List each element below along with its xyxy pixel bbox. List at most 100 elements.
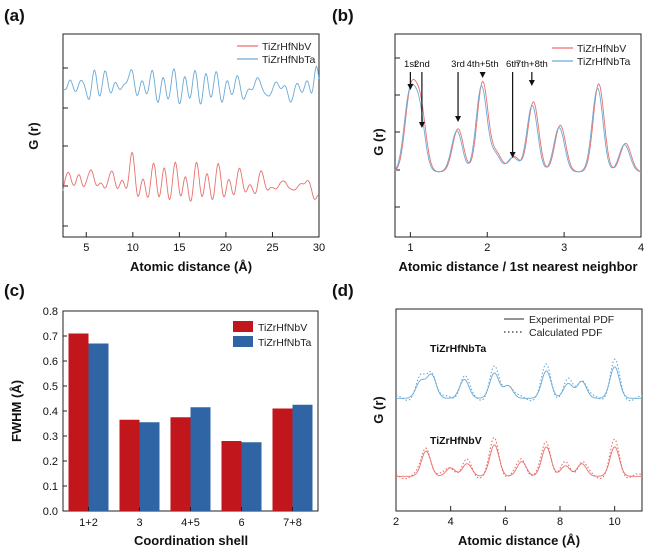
- panel-label-b: (b): [332, 6, 354, 25]
- y-tick-label: 0.1: [43, 481, 58, 493]
- panel-b-legend: TiZrHfNbV TiZrHfNbTa: [552, 43, 630, 68]
- panel-label-d: (d): [332, 281, 354, 300]
- series-line-TiZrHfNbTa: [62, 65, 320, 105]
- annotation-label: 1st: [404, 59, 417, 70]
- x-tick-label: 10: [609, 516, 621, 528]
- legend-a-2: TiZrHfNbTa: [262, 54, 315, 66]
- bar-TiZrHfNbTa-6: [241, 442, 262, 511]
- x-tick-label: 4: [638, 242, 644, 254]
- panel-b-x-ticks: 1 2 3 4: [407, 232, 644, 254]
- y-tick-label: 0.6: [43, 356, 58, 368]
- panel-d-ylabel: G (r): [371, 396, 386, 423]
- annotation-label: 6th: [506, 59, 519, 70]
- panel-d: 2 4 6 8 10 Experimental PDF Calculated PDF T…: [371, 308, 643, 548]
- panel-label-a: (a): [4, 6, 25, 25]
- annotation-label: 3rd: [451, 59, 465, 70]
- panel-b-xlabel: Atomic distance / 1st nearest neighbor: [398, 259, 637, 274]
- legend-b-2: TiZrHfNbTa: [577, 56, 630, 68]
- y-tick-label: 0.8: [43, 306, 58, 318]
- x-tick-label: 1: [407, 242, 413, 254]
- legend-swatch-bar-red: [233, 321, 253, 332]
- panel-b-y-ticks: [395, 57, 400, 208]
- panel-a-y-ticks: [63, 67, 68, 227]
- bar-TiZrHfNbTa-3: [139, 422, 160, 511]
- x-tick-label: 15: [173, 242, 185, 254]
- panel-c-bars: [68, 333, 313, 511]
- legend-c-2: TiZrHfNbTa: [258, 337, 311, 349]
- panel-b-ylabel: G (r): [371, 128, 386, 155]
- annotation-label: 7th+8th: [516, 59, 548, 70]
- series-line-TiZrHfNbV: [62, 151, 319, 202]
- y-tick-label: 0.3: [43, 431, 58, 443]
- bar-TiZrHfNbV-4+5: [170, 417, 191, 511]
- annotation-arrowhead: [407, 84, 414, 90]
- x-tick-label: 4+5: [181, 517, 200, 529]
- panel-d-series: [395, 358, 643, 480]
- legend-b-1: TiZrHfNbV: [577, 43, 626, 55]
- x-tick-label: 3: [136, 517, 142, 529]
- x-tick-label: 7+8: [283, 517, 302, 529]
- x-tick-label: 3: [561, 242, 567, 254]
- panel-a-legend: TiZrHfNbV TiZrHfNbTa: [237, 41, 315, 66]
- panel-a-ylabel: G (r): [26, 122, 41, 149]
- panel-c-y-ticks: 0.0 0.1 0.2 0.3 0.4 0.5 0.6 0.7 0.8: [43, 306, 67, 518]
- x-tick-label: 1+2: [79, 517, 98, 529]
- sample-label-v: TiZrHfNbV: [430, 435, 482, 447]
- bar-TiZrHfNbTa-7+8: [292, 404, 313, 511]
- annotation-arrowhead: [479, 72, 486, 78]
- y-tick-label: 0.0: [43, 506, 58, 518]
- panel-a-xlabel: Atomic distance (Å): [130, 259, 252, 274]
- experimental-line-TiZrHfNbV: [396, 444, 642, 477]
- annotation-arrowhead: [418, 122, 425, 128]
- series-line-TiZrHfNbV: [394, 78, 642, 173]
- sample-label-ta: TiZrHfNbTa: [430, 343, 486, 355]
- panel-d-x-ticks: 2 4 6 8 10: [393, 506, 621, 528]
- x-tick-label: 10: [127, 242, 139, 254]
- panel-b-series: [394, 78, 642, 173]
- x-tick-label: 25: [266, 242, 278, 254]
- panel-d-legend: Experimental PDF Calculated PDF: [504, 314, 614, 339]
- x-tick-label: 2: [393, 516, 399, 528]
- panel-a-frame: [62, 33, 320, 238]
- legend-swatch-bar-blue: [233, 336, 253, 347]
- legend-c-1: TiZrHfNbV: [258, 322, 307, 334]
- legend-d-2: Calculated PDF: [529, 327, 603, 339]
- panel-d-frame: [395, 308, 643, 512]
- bar-TiZrHfNbTa-1+2: [88, 343, 109, 511]
- legend-d-1: Experimental PDF: [529, 314, 614, 326]
- legend-a-1: TiZrHfNbV: [262, 41, 311, 53]
- bar-TiZrHfNbV-1+2: [68, 333, 89, 511]
- experimental-line-TiZrHfNbTa: [396, 366, 642, 399]
- bar-TiZrHfNbV-7+8: [272, 408, 293, 511]
- x-tick-label: 2: [484, 242, 490, 254]
- panel-c-legend: TiZrHfNbV TiZrHfNbTa: [233, 321, 311, 349]
- panel-b-frame: [394, 33, 642, 238]
- y-tick-label: 0.7: [43, 331, 58, 343]
- annotation-label: 4th+5th: [467, 59, 499, 70]
- annotation-arrowhead: [455, 116, 462, 122]
- y-tick-label: 0.5: [43, 381, 58, 393]
- series-line-TiZrHfNbTa: [394, 83, 642, 173]
- panel-d-xlabel: Atomic distance (Å): [458, 533, 580, 548]
- panel-a-series: [62, 65, 320, 202]
- y-tick-label: 0.4: [43, 406, 58, 418]
- x-tick-label: 4: [448, 516, 454, 528]
- y-tick-label: 0.2: [43, 456, 58, 468]
- x-tick-label: 30: [313, 242, 325, 254]
- bar-TiZrHfNbTa-4+5: [190, 407, 211, 511]
- panel-c: 0.00.10.20.30.40.50.60.70.8 1+2 3 4+5 6 7+8 …: [9, 306, 319, 548]
- x-tick-label: 20: [220, 242, 232, 254]
- x-tick-label: 8: [557, 516, 563, 528]
- x-tick-label: 6: [502, 516, 508, 528]
- bar-TiZrHfNbV-3: [119, 419, 140, 511]
- panel-c-ylabel: FWHM (Å): [9, 380, 24, 442]
- panel-label-c: (c): [4, 281, 25, 300]
- calculated-line-TiZrHfNbV: [395, 437, 643, 480]
- panel-c-xlabel: Coordination shell: [134, 533, 248, 548]
- panel-a-x-ticks: 5 10 15 20 25 30: [83, 232, 325, 254]
- x-tick-label: 5: [83, 242, 89, 254]
- panel-c-x-ticks: 1+2 3 4+5 6 7+8: [79, 507, 302, 529]
